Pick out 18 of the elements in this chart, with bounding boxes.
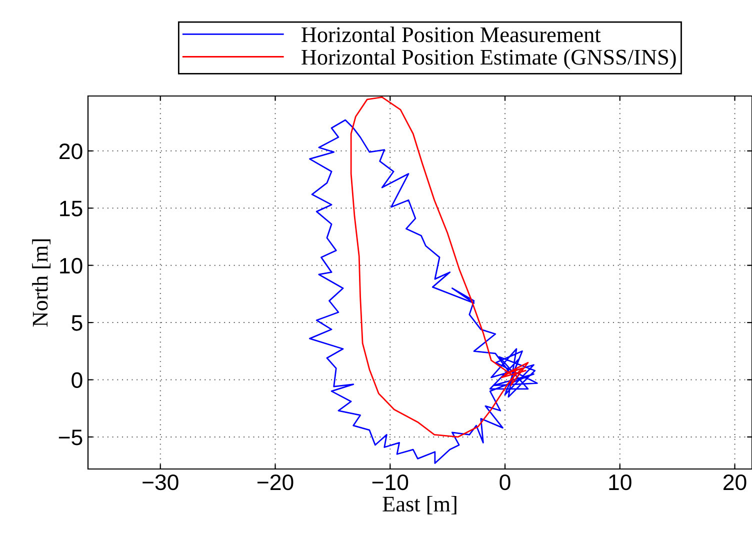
- x-tick-label: 20: [724, 474, 746, 490]
- y-tick-label: 15: [60, 200, 82, 216]
- legend-label: Horizontal Position Estimate (GNSS/INS): [302, 49, 676, 70]
- x-tick-label: −30: [142, 474, 178, 490]
- y-axis-title: North [m]: [32, 239, 50, 327]
- y-tick-label: 5: [72, 315, 82, 331]
- legend-label: Horizontal Position Measurement: [302, 26, 601, 42]
- x-tick-label: −10: [372, 474, 408, 490]
- y-tick-label: 0: [72, 372, 82, 388]
- y-tick-label: 10: [60, 258, 82, 274]
- y-tick-label: 20: [60, 143, 82, 160]
- x-axis-title: East [m]: [382, 496, 456, 514]
- x-tick-label: −20: [258, 474, 294, 490]
- x-tick-label: 0: [500, 474, 510, 490]
- line-series: [309, 119, 538, 464]
- x-tick-label: 10: [609, 474, 632, 490]
- line-series: [350, 96, 529, 438]
- y-tick-label: −5: [58, 430, 82, 446]
